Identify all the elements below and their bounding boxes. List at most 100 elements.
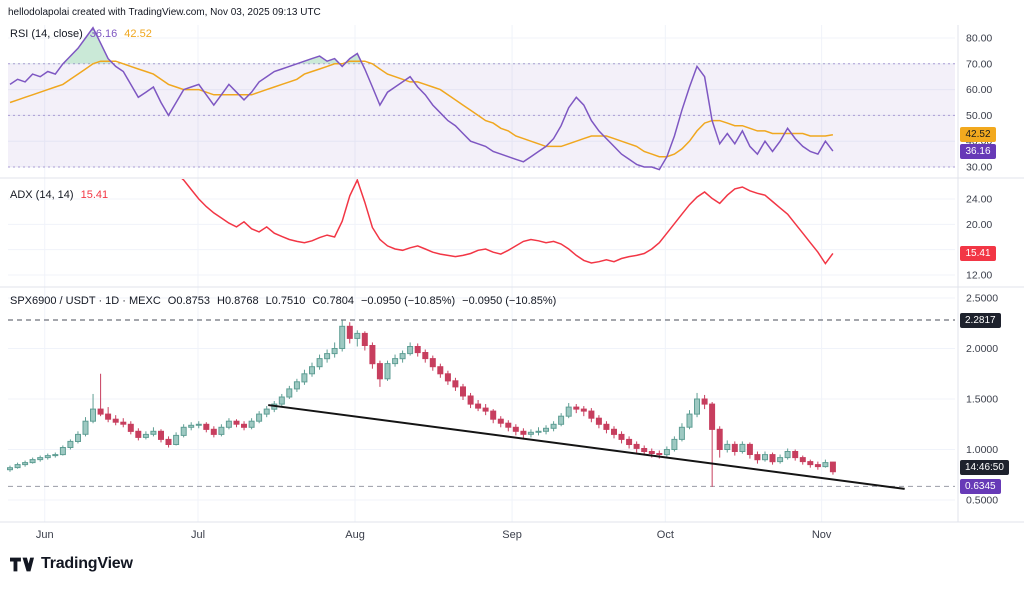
candle-body: [233, 420, 240, 425]
candle-body: [520, 430, 527, 435]
rsi-ma-badge: 42.52: [960, 127, 996, 143]
candle-body: [535, 430, 542, 433]
rsi-axis-label[interactable]: 60.00: [966, 84, 992, 96]
candle-body: [293, 381, 300, 390]
price-axis-label[interactable]: 0.5000: [966, 495, 998, 507]
candle-body: [414, 346, 421, 354]
candle-body: [633, 443, 640, 449]
candle-body: [497, 418, 504, 424]
candle-body: [37, 457, 44, 461]
candle-body: [188, 424, 195, 428]
candle-body: [286, 388, 293, 398]
candle-body: [482, 407, 489, 412]
adx-axis-label[interactable]: 24.00: [966, 194, 992, 206]
time-axis-label[interactable]: Nov: [812, 529, 832, 541]
rsi-band: [8, 63, 955, 167]
candle-body: [724, 443, 731, 450]
candle-body: [120, 421, 127, 425]
candle-body: [573, 406, 580, 410]
candle-body: [173, 434, 180, 445]
candle-body: [565, 406, 572, 417]
candle-body: [777, 457, 784, 463]
candle-body: [543, 427, 549, 432]
rsi-ma-value: 42.52: [124, 28, 152, 40]
candle-body: [324, 353, 331, 360]
candle-body: [67, 440, 74, 448]
candle-body: [603, 423, 610, 430]
tradingview-logo-icon[interactable]: [10, 556, 34, 573]
candle-body: [558, 415, 565, 425]
price-axis-label[interactable]: 1.0000: [966, 444, 998, 456]
candle-body: [158, 430, 164, 440]
rsi-axis-label[interactable]: 80.00: [966, 33, 992, 45]
adx-legend: ADX (14, 14) 15.41: [10, 189, 108, 201]
candle-body: [527, 431, 534, 435]
candle-body: [807, 461, 814, 466]
candle-body: [309, 366, 315, 375]
candle-body: [739, 443, 746, 452]
time-axis-label[interactable]: Sep: [502, 529, 522, 541]
trendline[interactable]: [268, 404, 905, 490]
adx-axis-label[interactable]: 20.00: [966, 219, 992, 231]
candle-body: [82, 420, 89, 435]
chart-canvas[interactable]: 80.0070.0060.0050.0040.0030.0024.0020.00…: [0, 0, 1024, 548]
candle-body: [354, 332, 361, 339]
candle-body: [97, 408, 104, 415]
candle-body: [218, 426, 225, 435]
candle-body: [444, 373, 451, 382]
symbol-name[interactable]: SPX6900 / USDT · 1D · MEXC: [10, 295, 161, 307]
rsi-axis-label[interactable]: 70.00: [966, 58, 992, 70]
candle-body: [142, 433, 149, 438]
candle-body: [678, 426, 685, 440]
price-legend: SPX6900 / USDT · 1D · MEXC O0.8753 H0.87…: [10, 295, 556, 307]
ohlc-low: L0.7510: [265, 295, 306, 307]
candle-body: [467, 395, 474, 405]
time-axis-label[interactable]: Jun: [36, 529, 54, 541]
watermark-text: hellodolapolai created with TradingView.…: [8, 7, 321, 18]
candle-body: [829, 461, 836, 473]
candle-body: [127, 423, 134, 432]
adx-axis-label[interactable]: 12.00: [966, 269, 992, 281]
candle-body: [316, 358, 323, 368]
candle-body: [278, 396, 285, 405]
candle-body: [769, 454, 776, 463]
price-axis-label[interactable]: 1.5000: [966, 394, 998, 406]
price-axis-label[interactable]: 2.0000: [966, 343, 998, 355]
rsi-axis-label[interactable]: 50.00: [966, 110, 992, 122]
candle-body: [90, 408, 96, 422]
adx-line: [181, 179, 834, 265]
candle-body: [195, 423, 202, 426]
candle-body: [611, 428, 617, 435]
time-axis-label[interactable]: Aug: [345, 529, 365, 541]
candle-body: [429, 358, 436, 368]
rsi-axis-label[interactable]: 30.00: [966, 162, 992, 174]
rsi-legend: RSI (14, close) 36.16 42.52: [10, 28, 152, 40]
candle-body: [29, 459, 36, 464]
candle-body: [75, 433, 81, 442]
rsi-title[interactable]: RSI (14, close): [10, 28, 83, 40]
price-axis-label[interactable]: 2.5000: [966, 293, 998, 305]
time-axis-label[interactable]: Jul: [191, 529, 205, 541]
ohlc-high: H0.8768: [217, 295, 259, 307]
ohlc-open: O0.8753: [167, 295, 210, 307]
candle-body: [460, 386, 466, 397]
candle-body: [686, 413, 693, 428]
candle-body: [746, 443, 753, 455]
candle-body: [346, 325, 353, 339]
candle-body: [331, 348, 338, 355]
candle-body: [626, 438, 633, 445]
rsi-ma-line: [9, 60, 834, 158]
candle-body: [52, 454, 59, 457]
candle-body: [452, 380, 459, 388]
adx-value-badge: 15.41: [960, 245, 996, 261]
candle-body: [248, 420, 255, 428]
tradingview-brand[interactable]: TradingView: [41, 555, 133, 572]
candle-body: [475, 403, 482, 409]
candle-body: [512, 426, 519, 432]
candle-body: [210, 428, 217, 435]
ohlc-close: C0.7804: [312, 295, 354, 307]
adx-title[interactable]: ADX (14, 14): [10, 189, 74, 201]
candle-body: [339, 325, 346, 349]
candle-body: [7, 467, 13, 471]
time-axis-label[interactable]: Oct: [657, 529, 674, 541]
